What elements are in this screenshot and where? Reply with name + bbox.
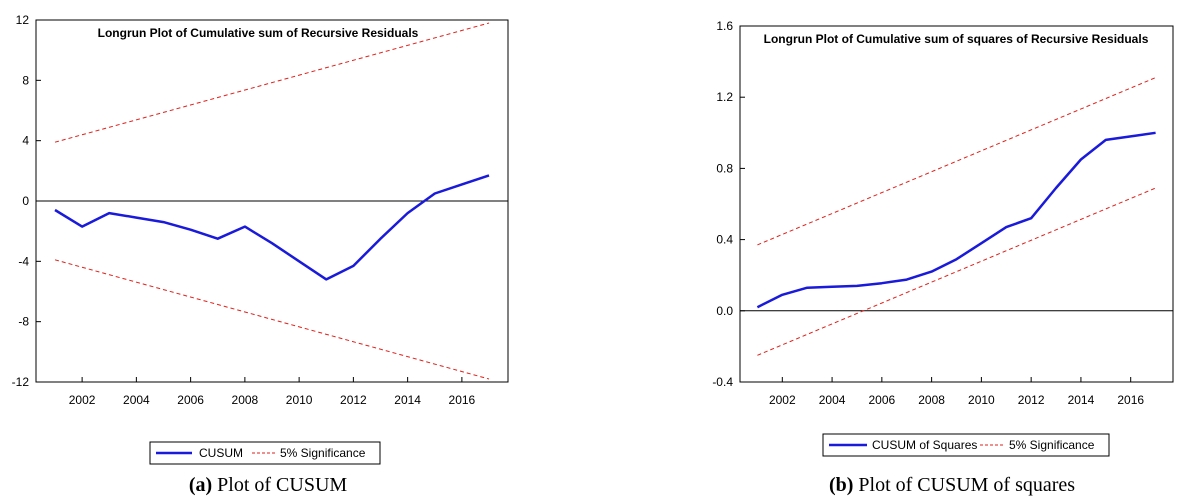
significance-bound-line [54, 22, 490, 143]
y-tick-label: -4 [18, 254, 29, 268]
caption-text: Plot of CUSUM [212, 474, 347, 496]
x-tick-label: 2016 [449, 393, 476, 407]
y-tick-label: 1.6 [716, 19, 733, 33]
x-tick-label: 2006 [177, 393, 204, 407]
x-tick-label: 2016 [1117, 393, 1144, 407]
legend: CUSUM 5% Significance [149, 441, 381, 465]
x-tick-label: 2004 [819, 393, 846, 407]
x-tick-label: 2014 [1068, 393, 1095, 407]
y-tick-label: 4 [22, 134, 29, 148]
y-tick-label: 0 [22, 194, 29, 208]
x-tick-label: 2014 [394, 393, 421, 407]
legend: CUSUM of Squares 5% Significance [822, 433, 1110, 457]
significance-bound-line [757, 77, 1156, 246]
y-tick-label: 0.8 [716, 161, 733, 175]
chart-title: Longrun Plot of Cumulative sum of square… [764, 32, 1149, 46]
legend-box [822, 433, 1110, 457]
y-tick-label: 0.0 [716, 304, 733, 318]
series-line [756, 131, 1156, 309]
caption-label: (b) [829, 474, 853, 496]
x-tick-label: 2012 [1018, 393, 1045, 407]
legend-label-significance: 5% Significance [280, 446, 366, 460]
plot-frame [739, 25, 1174, 383]
caption-text: Plot of CUSUM of squares [853, 474, 1075, 496]
x-tick-label: 2012 [340, 393, 367, 407]
x-tick-label: 2010 [286, 393, 313, 407]
chart-title: Longrun Plot of Cumulative sum of Recurs… [98, 26, 419, 40]
y-tick-label: -12 [12, 375, 30, 389]
y-tick-label: -0.4 [712, 375, 733, 389]
caption-label: (a) [189, 474, 212, 496]
x-tick-label: 2006 [868, 393, 895, 407]
significance-bound-line [757, 187, 1156, 356]
x-tick-label: 2008 [232, 393, 259, 407]
legend-label-cusum-squares: CUSUM of Squares [872, 438, 977, 452]
y-tick-label: 0.4 [716, 233, 733, 247]
x-tick-label: 2004 [123, 393, 150, 407]
y-tick-label: -8 [18, 315, 29, 329]
significance-bound-line [54, 259, 490, 380]
legend-label-significance: 5% Significance [1009, 438, 1095, 452]
y-tick-label: 1.2 [716, 90, 733, 104]
x-tick-label: 2010 [968, 393, 995, 407]
x-tick-label: 2002 [769, 393, 796, 407]
y-tick-label: 8 [22, 73, 29, 87]
y-tick-label: 12 [16, 13, 30, 27]
panel-caption: (b) Plot of CUSUM of squares [829, 474, 1075, 496]
panel-caption: (a) Plot of CUSUM [189, 474, 348, 496]
legend-label-cusum: CUSUM [199, 446, 243, 460]
series-line [54, 174, 490, 281]
x-tick-label: 2008 [918, 393, 945, 407]
x-tick-label: 2002 [69, 393, 96, 407]
cusum-panel: 12 8 4 0 -4 -8 -12 2002 2004 2006 2008 2010 2012 201… [12, 13, 509, 496]
cusum-squares-panel: 1.6 1.2 0.8 0.4 0.0 -0.4 2002 2004 2006 2008 2010… [712, 19, 1174, 496]
